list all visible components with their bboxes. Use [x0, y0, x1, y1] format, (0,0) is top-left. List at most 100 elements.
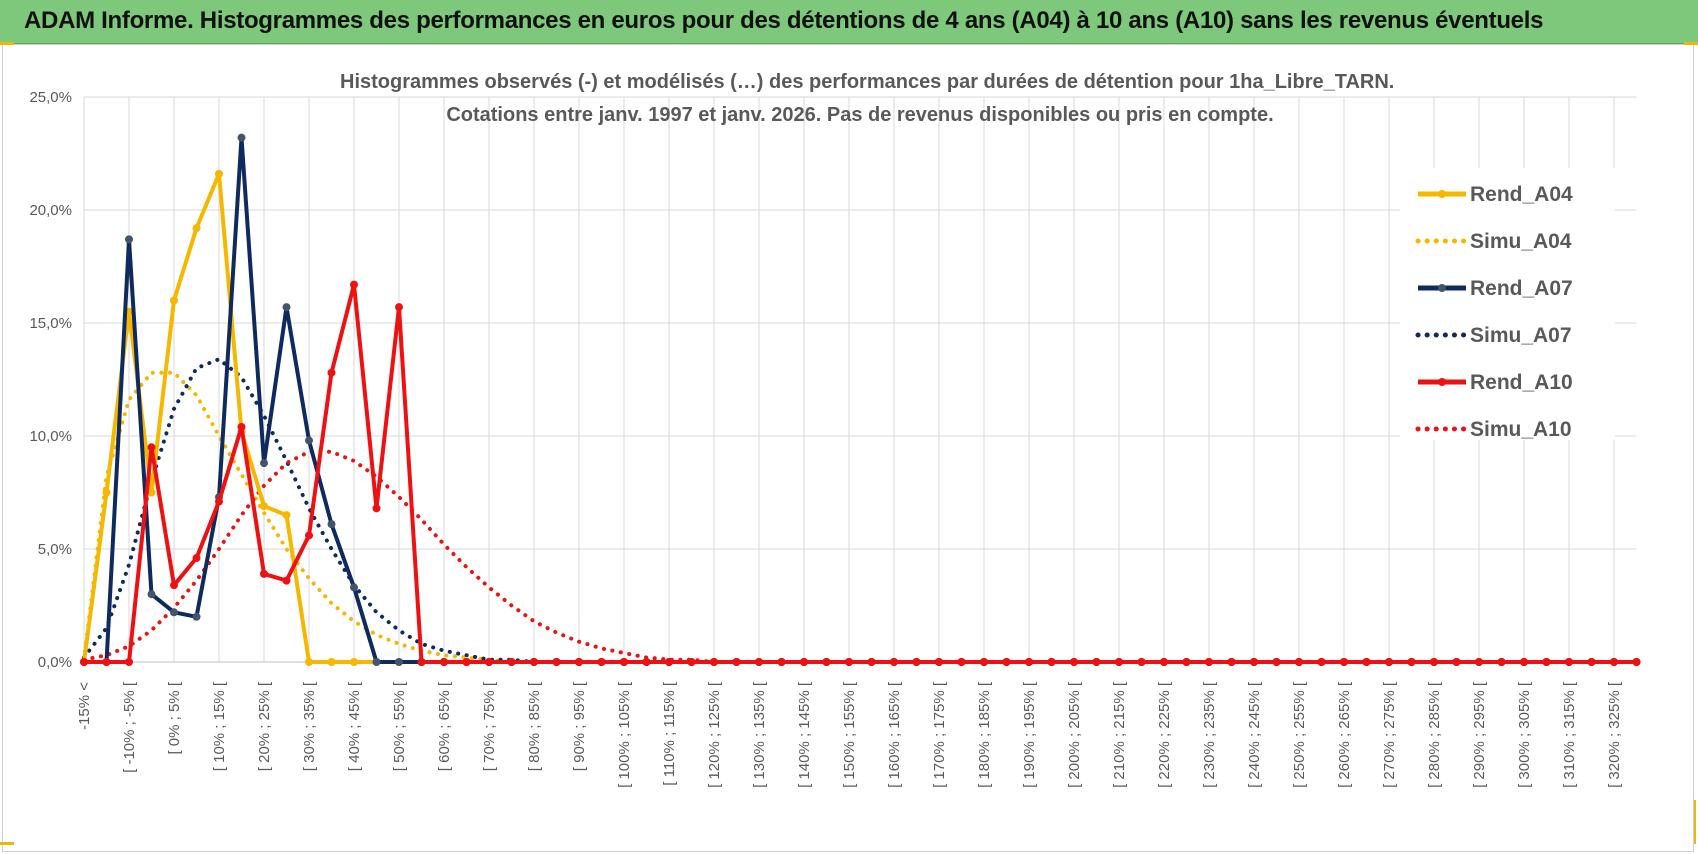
data-point-rend-a10 — [980, 658, 988, 666]
y-tick-label: 5,0% — [38, 541, 72, 558]
data-point-rend-a10 — [552, 658, 561, 666]
data-point-rend-a07 — [282, 303, 291, 312]
x-tick-label: [ 320% ; 325% [ — [1606, 681, 1623, 788]
x-tick-label: [ 140% ; 145% [ — [796, 681, 813, 788]
data-point-rend-a10 — [1250, 658, 1258, 666]
data-point-rend-a07 — [305, 436, 313, 445]
chart-title-line-1: Histogrammes observés (-) et modélisés (… — [340, 71, 1395, 93]
data-point-rend-a10 — [1587, 658, 1596, 666]
data-point-rend-a10 — [800, 658, 808, 666]
x-tick-label: [ 110% ; 115% [ — [661, 681, 678, 786]
data-point-rend-a10 — [485, 658, 493, 666]
data-point-rend-a04 — [327, 658, 336, 666]
report-banner: ADAM Informe. Histogrammes des performan… — [0, 0, 1698, 44]
x-tick-label: [ 100% ; 105% [ — [616, 681, 633, 788]
data-point-rend-a07 — [237, 133, 246, 142]
data-point-rend-a10 — [440, 658, 448, 666]
data-point-rend-a10 — [1092, 658, 1101, 666]
x-tick-label: [ 70% ; 75% [ — [481, 681, 498, 771]
data-point-rend-a07 — [147, 590, 156, 599]
x-tick-label: [ 60% ; 65% [ — [436, 681, 453, 771]
legend-label: Simu_A07 — [1470, 324, 1572, 347]
x-tick-label: [ 40% ; 45% [ — [346, 681, 363, 771]
data-point-rend-a04 — [147, 488, 156, 497]
data-point-rend-a10 — [1497, 658, 1506, 666]
x-tick-label: [ 240% ; 245% [ — [1246, 681, 1263, 788]
corner-mark-top-left — [0, 42, 14, 45]
x-tick-label: [ 160% ; 165% [ — [886, 681, 903, 788]
legend-label: Rend_A04 — [1470, 183, 1573, 206]
y-tick-label: 25,0% — [29, 89, 72, 106]
data-point-rend-a07 — [192, 612, 201, 621]
data-point-rend-a10 — [192, 554, 201, 563]
data-point-rend-a10 — [80, 658, 88, 666]
legend-marker — [1438, 284, 1446, 292]
x-tick-label: [ 280% ; 285% [ — [1426, 681, 1443, 788]
data-point-rend-a10 — [597, 658, 606, 666]
data-point-rend-a10 — [1385, 658, 1393, 666]
data-point-rend-a10 — [327, 368, 336, 377]
x-tick-label: [ 260% ; 265% [ — [1336, 681, 1353, 788]
x-tick-label: [ 30% ; 35% [ — [301, 681, 318, 771]
x-tick-label: [ -10% ; -5% [ — [121, 681, 138, 773]
data-point-rend-a10 — [1632, 658, 1641, 666]
data-point-rend-a10 — [395, 303, 403, 312]
series-line-rend-a10 — [84, 282, 1637, 664]
data-point-rend-a10 — [935, 658, 943, 666]
data-point-rend-a10 — [1205, 658, 1213, 666]
report-title: ADAM Informe. Histogrammes des performan… — [24, 7, 1544, 34]
data-point-rend-a10 — [890, 658, 898, 666]
data-point-rend-a10 — [845, 658, 853, 666]
x-tick-label: [ 290% ; 295% [ — [1471, 681, 1488, 788]
data-point-rend-a04 — [102, 488, 111, 497]
data-point-rend-a10 — [1452, 658, 1461, 666]
y-tick-label: 0,0% — [38, 654, 72, 671]
legend-marker — [1438, 378, 1446, 386]
corner-mark-bottom-right — [1694, 800, 1696, 844]
data-point-rend-a10 — [1475, 658, 1483, 666]
data-point-rend-a10 — [305, 531, 313, 540]
data-point-rend-a10 — [1115, 658, 1123, 666]
data-point-rend-a10 — [1317, 658, 1326, 666]
corner-mark-bottom-left — [0, 842, 14, 845]
x-tick-label: [ 20% ; 25% [ — [256, 681, 273, 771]
chart-title-line-2: Cotations entre janv. 1997 et janv. 2026… — [446, 104, 1274, 126]
data-point-rend-a10 — [102, 658, 111, 666]
data-point-rend-a10 — [417, 658, 426, 666]
data-point-rend-a10 — [237, 422, 246, 431]
data-point-rend-a10 — [1182, 658, 1191, 666]
data-point-rend-a10 — [1407, 658, 1416, 666]
data-point-rend-a04 — [170, 296, 178, 305]
x-tick-label: [ 300% ; 305% [ — [1516, 681, 1533, 788]
data-point-rend-a04 — [215, 169, 223, 178]
data-point-rend-a10 — [125, 658, 133, 666]
data-point-rend-a10 — [1542, 658, 1551, 666]
data-point-rend-a10 — [372, 504, 381, 513]
data-point-rend-a10 — [530, 658, 538, 666]
data-point-rend-a10 — [1160, 658, 1168, 666]
x-tick-label: [ 270% ; 275% [ — [1381, 681, 1398, 788]
y-tick-label: 15,0% — [29, 315, 72, 332]
data-point-rend-a10 — [957, 658, 966, 666]
data-point-rend-a07 — [372, 658, 381, 666]
x-tick-label: [ 50% ; 55% [ — [391, 681, 408, 771]
x-tick-label: [ 180% ; 185% [ — [976, 681, 993, 788]
x-tick-label: [ 310% ; 315% [ — [1561, 681, 1578, 788]
data-point-rend-a10 — [710, 658, 718, 666]
data-point-rend-a04 — [282, 511, 291, 520]
chart-frame — [2, 44, 1694, 852]
data-point-rend-a04 — [305, 658, 313, 666]
data-point-rend-a10 — [1565, 658, 1573, 666]
data-point-rend-a10 — [215, 497, 223, 506]
data-point-rend-a10 — [1227, 658, 1236, 666]
legend-marker — [1438, 190, 1446, 198]
data-point-rend-a10 — [665, 658, 673, 666]
x-tick-label: [ 230% ; 235% [ — [1201, 681, 1218, 788]
x-tick-label: [ 190% ; 195% [ — [1021, 681, 1038, 788]
x-tick-label: [ 200% ; 205% [ — [1066, 681, 1083, 788]
legend-label: Simu_A10 — [1470, 418, 1572, 441]
data-point-rend-a10 — [755, 658, 763, 666]
corner-mark-top-right — [1684, 42, 1698, 45]
data-point-rend-a07 — [350, 583, 358, 592]
legend-label: Rend_A07 — [1470, 277, 1573, 300]
